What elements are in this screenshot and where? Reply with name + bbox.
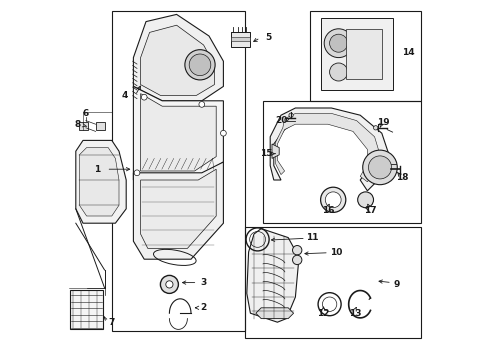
Text: 5: 5	[265, 33, 271, 42]
Text: 14: 14	[402, 48, 415, 57]
Circle shape	[363, 150, 397, 185]
Text: 4: 4	[121, 91, 127, 100]
Circle shape	[293, 246, 302, 255]
Circle shape	[325, 192, 341, 208]
Polygon shape	[141, 25, 215, 95]
Bar	[96, 122, 104, 130]
Circle shape	[185, 50, 215, 80]
Bar	[310, 11, 421, 101]
Polygon shape	[76, 140, 126, 223]
Polygon shape	[79, 148, 119, 216]
Text: 9: 9	[393, 280, 399, 289]
Polygon shape	[133, 86, 223, 180]
Text: 19: 19	[377, 118, 390, 127]
Circle shape	[330, 34, 347, 52]
Bar	[263, 101, 421, 223]
Circle shape	[220, 130, 226, 136]
Bar	[71, 290, 103, 329]
Polygon shape	[272, 144, 279, 158]
Text: 2: 2	[200, 303, 207, 312]
Circle shape	[368, 156, 392, 179]
Text: 12: 12	[317, 309, 330, 318]
Circle shape	[330, 63, 347, 81]
Text: 3: 3	[200, 278, 207, 287]
Circle shape	[289, 113, 293, 117]
Circle shape	[293, 255, 302, 265]
Circle shape	[141, 94, 147, 100]
Text: 16: 16	[321, 206, 334, 215]
Text: 13: 13	[348, 309, 361, 318]
Circle shape	[166, 281, 173, 288]
Polygon shape	[133, 14, 223, 101]
Bar	[320, 18, 392, 90]
Polygon shape	[247, 229, 299, 322]
Polygon shape	[141, 169, 216, 248]
Circle shape	[320, 187, 346, 212]
Bar	[245, 227, 421, 338]
Polygon shape	[141, 94, 216, 171]
Circle shape	[134, 170, 140, 176]
Circle shape	[160, 275, 178, 293]
Text: 11: 11	[306, 233, 319, 242]
Circle shape	[358, 192, 373, 208]
Text: 15: 15	[260, 149, 272, 158]
Bar	[346, 29, 382, 79]
Bar	[231, 37, 250, 41]
Text: 10: 10	[330, 248, 342, 257]
Bar	[231, 32, 250, 47]
Circle shape	[189, 54, 211, 76]
Polygon shape	[256, 308, 294, 319]
Text: 20: 20	[275, 116, 287, 125]
Text: 18: 18	[396, 173, 409, 181]
Text: 7: 7	[109, 318, 115, 328]
Bar	[112, 11, 245, 331]
Circle shape	[199, 102, 205, 107]
Bar	[79, 122, 88, 130]
Polygon shape	[270, 108, 389, 191]
Polygon shape	[133, 162, 223, 259]
Circle shape	[324, 29, 353, 58]
Circle shape	[373, 126, 378, 130]
Polygon shape	[275, 113, 380, 182]
Text: 17: 17	[364, 206, 377, 215]
Text: 6: 6	[83, 109, 89, 118]
Text: 1: 1	[94, 165, 100, 174]
Text: 8: 8	[74, 120, 81, 129]
